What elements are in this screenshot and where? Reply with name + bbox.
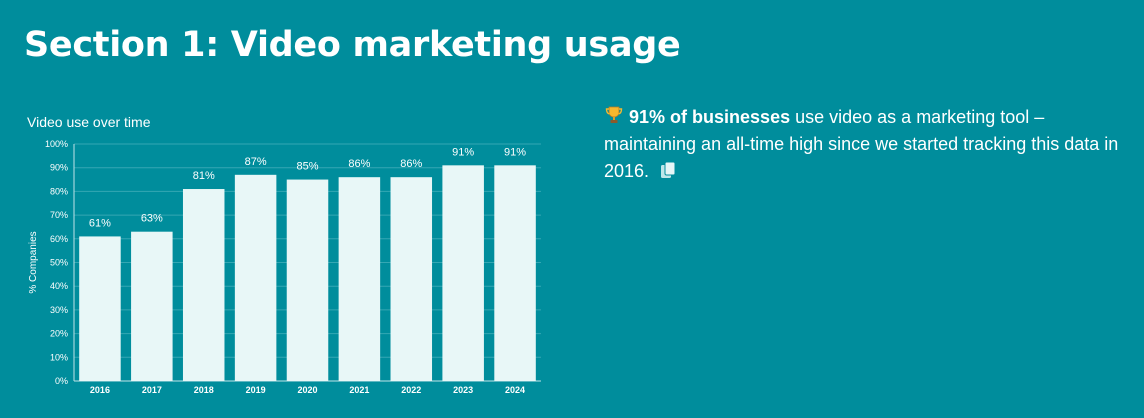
bar <box>79 236 121 381</box>
y-tick-label: 0% <box>55 376 68 386</box>
x-tick-label: 2020 <box>297 385 317 395</box>
y-tick-label: 10% <box>50 352 68 362</box>
x-tick-label: 2024 <box>505 385 525 395</box>
data-label: 86% <box>400 158 422 170</box>
bar <box>442 165 484 381</box>
data-label: 86% <box>348 158 370 170</box>
bar-chart: 0% 10% 20% 30% 40% 50% 60% 70% 80% 90% 100% % Compa… <box>28 139 541 395</box>
data-label: 91% <box>452 146 474 158</box>
bar <box>234 174 277 381</box>
stat-highlight: 91% of businesses <box>629 107 791 127</box>
x-tick-label: 2022 <box>401 385 421 395</box>
page-title: Section 1: Video marketing usage <box>24 25 681 65</box>
bar <box>338 177 381 381</box>
y-axis-label: % Companies <box>28 231 39 293</box>
data-label: 63% <box>141 213 163 225</box>
bar <box>494 165 536 381</box>
x-tick-label: 2017 <box>142 385 162 395</box>
trophy-icon <box>604 105 624 125</box>
data-label: 61% <box>89 217 111 229</box>
y-tick-label: 70% <box>50 210 68 220</box>
y-tick-label: 100% <box>45 139 68 149</box>
chart-container: Video use over time 0% 10% 20% 30% 40% 50% 60%… <box>0 100 600 418</box>
x-tick-label: 2018 <box>194 385 214 395</box>
data-label: 85% <box>296 161 318 173</box>
data-label: 91% <box>504 146 526 158</box>
bar <box>390 177 433 381</box>
y-tick-label: 60% <box>50 234 68 244</box>
y-tick-label: 20% <box>50 329 68 339</box>
bar <box>182 189 225 381</box>
stat-paragraph: 91% of businesses use video as a marketi… <box>604 104 1124 185</box>
y-tick-label: 80% <box>50 186 68 196</box>
y-tick-label: 90% <box>50 163 68 173</box>
x-tick-label: 2019 <box>246 385 266 395</box>
y-tick-label: 40% <box>50 281 68 291</box>
data-label: 87% <box>245 156 267 168</box>
copy-icon[interactable] <box>660 160 676 178</box>
y-tick-label: 30% <box>50 305 68 315</box>
x-tick-label: 2023 <box>453 385 473 395</box>
bar <box>286 179 329 381</box>
data-label: 81% <box>193 170 215 182</box>
x-tick-label: 2016 <box>90 385 110 395</box>
x-tick-label: 2021 <box>349 385 369 395</box>
bar <box>131 231 173 381</box>
y-tick-label: 50% <box>50 258 68 268</box>
stat-body: use video as a marketing tool – maintain… <box>604 107 1119 181</box>
chart-title: Video use over time <box>27 114 151 130</box>
